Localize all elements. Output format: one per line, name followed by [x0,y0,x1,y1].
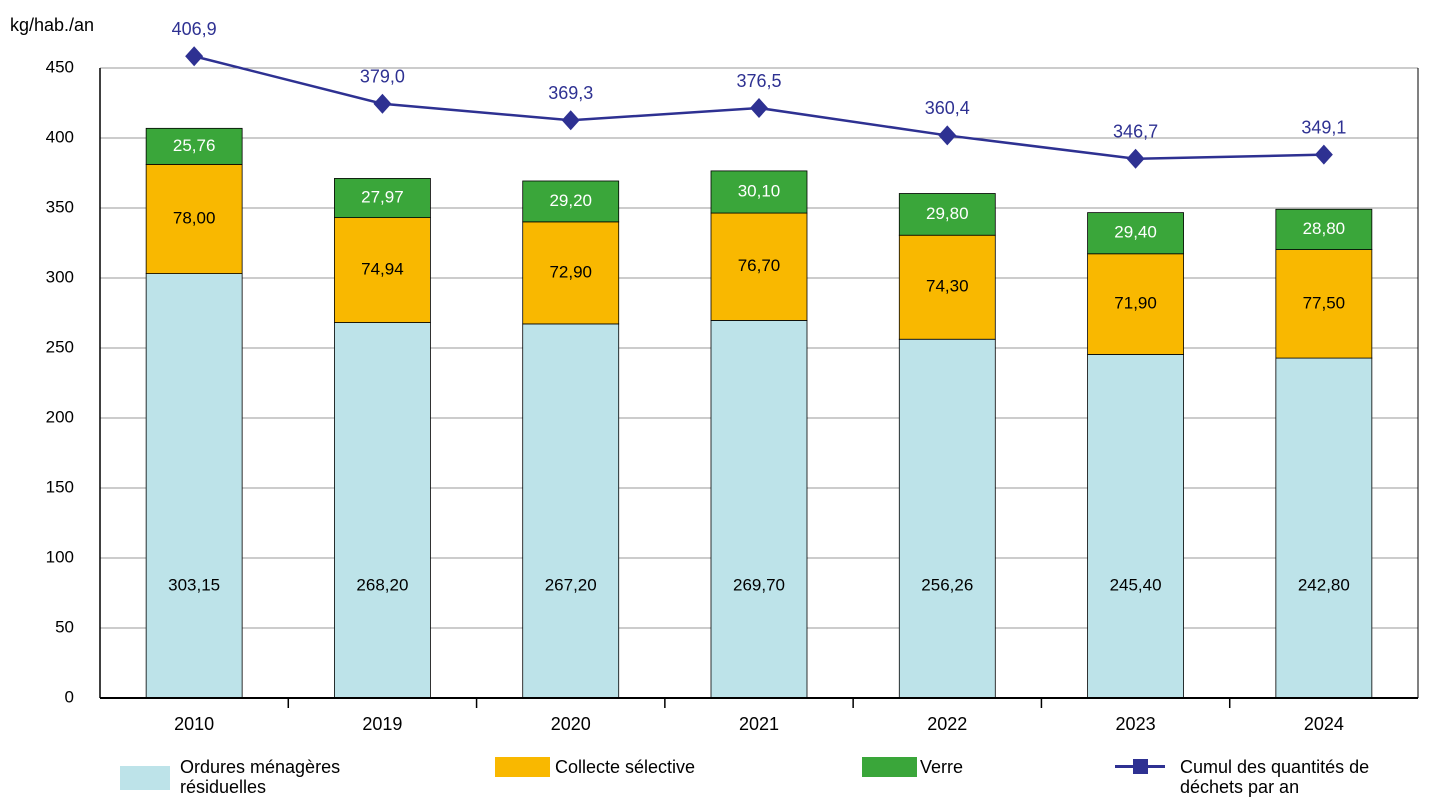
bar-segment [898,234,996,340]
bar-segment [522,180,620,223]
line-value-label: 379,0 [360,67,405,87]
legend-label: Ordures ménagères résiduelles [180,757,341,797]
bar-segment [334,322,431,699]
x-tick-label: 2022 [927,714,967,734]
x-tick-label: 2023 [1116,714,1156,734]
bar-segment [710,212,808,321]
value-label: 25,76 [173,136,216,155]
line-value-label: 346,7 [1113,122,1158,142]
value-label: 76,70 [738,256,781,275]
x-tick-label: 2020 [551,714,591,734]
y-tick-label: 50 [55,617,74,636]
x-tick-label: 2019 [362,714,402,734]
y-tick-label: 200 [46,407,74,426]
y-tick-label: 150 [46,477,74,496]
bar-segment [1087,354,1184,699]
y-axis-label: kg/hab./an [10,15,94,35]
y-tick-label: 250 [46,337,74,356]
value-label: 269,70 [733,575,785,594]
bar-segment [145,163,243,274]
value-label: 72,90 [549,262,592,281]
line-marker [1126,148,1145,169]
value-label: 74,94 [361,260,404,279]
value-label: 303,15 [168,575,220,594]
legend-swatch [862,757,917,777]
bar-segment [710,170,808,214]
line-value-label: 369,3 [548,83,593,103]
value-label: 242,80 [1298,575,1350,594]
value-label: 256,26 [921,575,973,594]
bar-segment [334,178,431,219]
bar-segment [710,320,808,699]
legend-label: Cumul des quantités de déchets par an [1180,757,1370,797]
bar-segment [1087,253,1184,355]
line-marker [185,46,204,67]
bar-segment [898,193,996,236]
legend-label: Collecte sélective [555,757,696,777]
bar-segment [522,323,620,699]
value-label: 267,20 [545,575,597,594]
value-label: 74,30 [926,277,969,296]
bar-segment [145,127,243,165]
bar-segment [522,221,620,325]
line-marker [1314,144,1333,165]
bar-segment [898,338,996,699]
y-tick-label: 100 [46,547,74,566]
y-tick-label: 450 [46,57,74,76]
line-marker [938,125,957,146]
x-tick-label: 2024 [1304,714,1344,734]
legend-swatch [495,757,550,777]
bar-segment [1087,212,1184,255]
y-tick-label: 350 [46,197,74,216]
bar-segment [334,217,431,323]
x-tick-label: 2010 [174,714,214,734]
bar-segment [1275,249,1373,359]
line-value-label: 360,4 [925,98,970,118]
value-label: 29,40 [1114,223,1157,242]
line-value-label: 376,5 [736,71,781,91]
y-tick-label: 400 [46,127,74,146]
bar-segment [145,273,243,699]
value-label: 71,90 [1114,294,1157,313]
y-tick-label: 300 [46,267,74,286]
value-label: 28,80 [1303,219,1346,238]
value-label: 29,80 [926,204,969,223]
line-marker [750,98,768,119]
value-label: 78,00 [173,208,216,227]
bar-segment [1275,357,1373,699]
bar-segment [1275,208,1373,250]
line-marker [373,93,392,114]
value-label: 29,20 [549,191,592,210]
value-label: 30,10 [738,181,781,200]
line-value-label: 406,9 [172,19,217,39]
legend-swatch [1115,759,1165,775]
line-value-label: 349,1 [1301,117,1346,137]
value-label: 245,40 [1110,575,1162,594]
line-marker [561,110,580,131]
value-label: 27,97 [361,188,404,207]
x-tick-label: 2021 [739,714,779,734]
y-tick-label: 0 [65,687,74,706]
value-label: 77,50 [1303,293,1346,312]
legend-swatch [120,766,170,790]
legend-label: Verre [920,757,964,777]
value-label: 268,20 [356,575,408,594]
